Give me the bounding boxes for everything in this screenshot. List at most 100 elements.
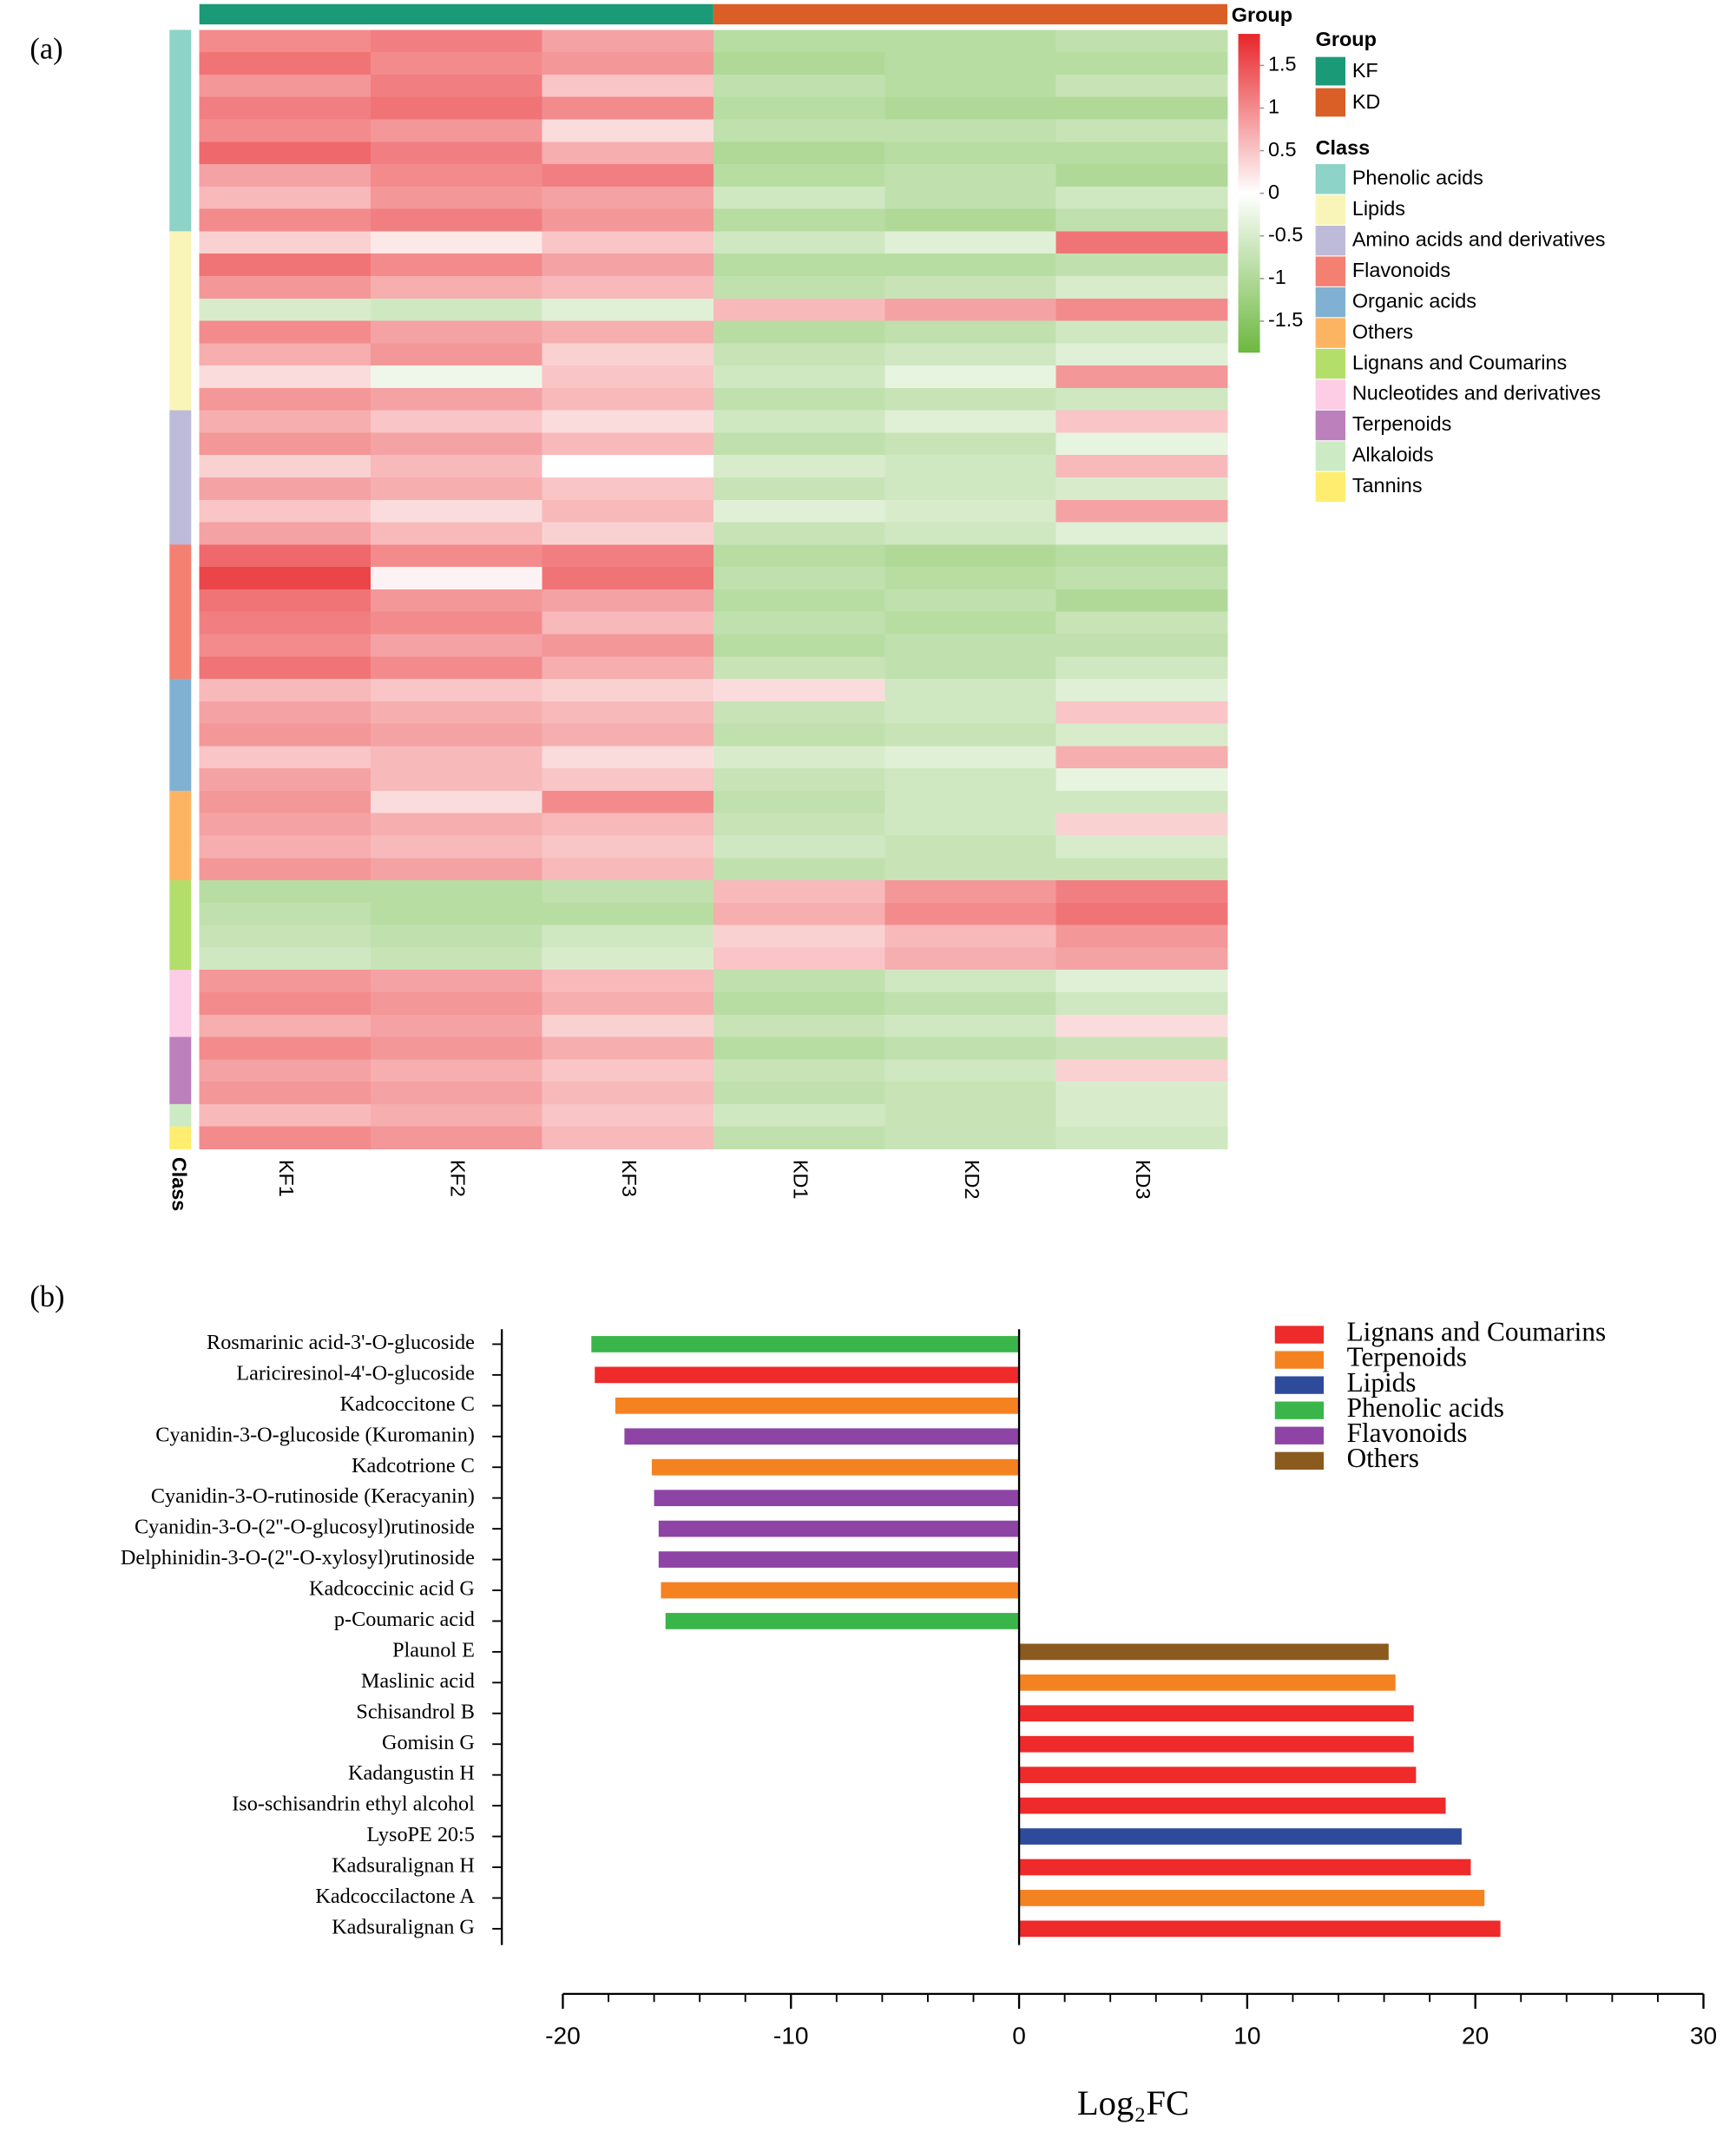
heatmap-cell — [542, 119, 714, 142]
heatmap-cell — [713, 231, 885, 254]
heatmap-cell — [199, 1014, 372, 1038]
bar — [1019, 1735, 1414, 1753]
heatmap-cell — [884, 231, 1057, 254]
heatmap-cell — [371, 790, 543, 814]
heatmap-cell — [713, 1036, 885, 1060]
category-label: Plaunol E — [392, 1638, 475, 1662]
class-bar — [169, 880, 192, 971]
heatmap-cell — [1055, 186, 1228, 210]
heatmap-cell — [542, 611, 714, 635]
legend-swatch — [1315, 164, 1345, 194]
heatmap-cell — [371, 410, 543, 434]
heatmap-cell — [199, 522, 372, 545]
legend-swatch — [1315, 348, 1345, 379]
heatmap-cell — [713, 858, 885, 881]
legend-label: Terpenoids — [1347, 1342, 1467, 1372]
heatmap-cell — [713, 1126, 885, 1150]
heatmap-cell — [1055, 253, 1228, 277]
heatmap-cell — [1055, 522, 1228, 545]
heatmap-cell — [713, 768, 885, 792]
heatmap-cell — [1055, 96, 1228, 121]
heatmap-cell — [713, 656, 885, 680]
category-label: Lariciresinol-4'-O-glucoside — [236, 1361, 475, 1385]
heatmap-cell — [542, 634, 714, 657]
heatmap-cell — [713, 634, 885, 657]
legend-label: Others — [1347, 1443, 1419, 1473]
colorbar-tick-label: 1 — [1268, 95, 1279, 118]
heatmap-cell — [199, 74, 372, 98]
heatmap-cell — [884, 835, 1057, 859]
heatmap-cell — [1055, 768, 1228, 792]
legend-label: KD — [1352, 90, 1381, 113]
bar — [658, 1520, 1020, 1537]
heatmap-cell — [371, 96, 543, 121]
heatmap-cell — [884, 52, 1057, 76]
heatmap-cell — [1055, 343, 1228, 366]
heatmap-cell — [713, 947, 885, 971]
category-label: Cyanidin-3-O-rutinoside (Keracyanin) — [151, 1484, 475, 1508]
heatmap-cell — [371, 164, 543, 188]
heatmap-cell — [884, 790, 1057, 814]
heatmap-cell — [1055, 925, 1228, 949]
heatmap-cell — [542, 723, 714, 747]
heatmap-cell — [542, 567, 714, 590]
heatmap-cell — [1055, 74, 1228, 98]
heatmap-cell — [713, 1103, 885, 1128]
heatmap-cell — [371, 746, 543, 769]
heatmap-cell — [199, 96, 372, 121]
heatmap-cell — [371, 723, 543, 747]
heatmap-cell — [1055, 52, 1228, 76]
legend-swatch — [1315, 471, 1345, 503]
bar — [591, 1336, 1020, 1352]
heatmap-cell — [199, 52, 372, 76]
heatmap-cell — [542, 365, 714, 389]
category-label: Rosmarinic acid-3'-O-glucoside — [207, 1331, 475, 1354]
column-label: KF3 — [618, 1160, 641, 1197]
legend-swatch — [1315, 56, 1345, 86]
column-label: KD1 — [789, 1160, 812, 1200]
legend-label: KF — [1352, 59, 1378, 82]
heatmap-cell — [1055, 544, 1228, 568]
heatmap-cell — [884, 1014, 1057, 1038]
heatmap-cell — [1055, 970, 1228, 993]
heatmap-cell — [199, 320, 372, 344]
heatmap-cell — [371, 30, 543, 53]
heatmap-cell — [713, 141, 885, 165]
heatmap-cell — [884, 522, 1057, 545]
legend-swatch — [1315, 256, 1345, 286]
heatmap-cell — [542, 544, 714, 568]
legend-label: Lignans and Coumarins — [1352, 351, 1567, 373]
heatmap-cell — [884, 298, 1057, 322]
heatmap-cell — [371, 387, 543, 411]
heatmap-cell — [884, 1103, 1057, 1128]
heatmap-cell — [199, 141, 372, 165]
bar — [624, 1428, 1020, 1445]
heatmap-cell — [1055, 30, 1228, 53]
heatmap-cell — [542, 30, 714, 53]
heatmap-cell — [884, 365, 1057, 389]
legend-swatch — [1274, 1351, 1324, 1369]
heatmap-cell — [713, 1059, 885, 1082]
heatmap-cell — [884, 991, 1057, 1016]
heatmap-cell — [713, 813, 885, 837]
heatmap-cell — [371, 1059, 543, 1082]
heatmap-cell — [1055, 119, 1228, 142]
heatmap-cell — [371, 634, 543, 657]
legend-swatch — [1315, 194, 1345, 225]
legend-title: Class — [1316, 136, 1371, 159]
heatmap-cell — [371, 365, 543, 389]
heatmap-cell — [199, 723, 372, 747]
heatmap-cell — [371, 813, 543, 837]
heatmap-cell — [542, 746, 714, 769]
heatmap-cell — [199, 208, 372, 233]
heatmap-cell — [542, 231, 714, 254]
heatmap-cell — [884, 1036, 1057, 1060]
colorbar — [1238, 34, 1260, 353]
x-tick-label: 0 — [1012, 2022, 1026, 2049]
heatmap-cell — [884, 164, 1057, 188]
column-label: KF2 — [447, 1160, 470, 1197]
heatmap-cell — [713, 298, 885, 322]
heatmap-cell — [884, 320, 1057, 344]
legend-label: Alkaloids — [1352, 444, 1434, 466]
heatmap-cell — [713, 589, 885, 613]
